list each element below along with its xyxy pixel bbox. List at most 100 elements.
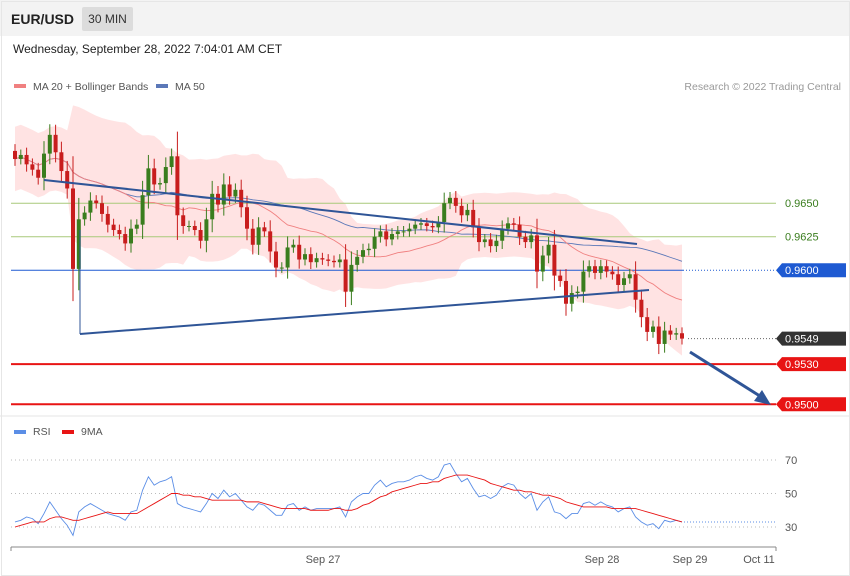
- candle-body: [134, 224, 139, 229]
- candle-body: [297, 244, 302, 260]
- candle-body: [546, 244, 551, 256]
- rsi-ma-line: [14, 474, 683, 528]
- rsi-ma-legend-label: 9MA: [81, 426, 103, 438]
- candle-body: [627, 274, 632, 279]
- candle-body: [140, 195, 145, 225]
- candle-body: [361, 250, 365, 257]
- candle-body: [419, 223, 423, 225]
- ma50-legend-label: MA 50: [175, 81, 205, 93]
- candle-body: [506, 223, 510, 229]
- candle-body: [401, 231, 406, 233]
- symbol-label: EUR/USD: [11, 11, 75, 27]
- candle-body: [326, 259, 331, 261]
- candle-body: [152, 168, 157, 185]
- candle-body: [355, 256, 360, 265]
- x-label-Sep-28: Sep 28: [585, 554, 620, 566]
- candle-body: [366, 248, 371, 251]
- candle-body: [158, 183, 162, 185]
- candle-body: [105, 213, 110, 225]
- candle-body: [424, 223, 429, 226]
- candle-body: [662, 330, 667, 344]
- candle-body: [413, 224, 418, 229]
- candle-body: [372, 236, 377, 249]
- projection-arrow-shaft: [689, 350, 764, 400]
- candle-body: [448, 197, 452, 204]
- candle-body: [494, 240, 499, 247]
- candle-body: [192, 226, 197, 231]
- level-label-0.9530: 0.9530: [785, 359, 819, 371]
- candle-body: [343, 259, 348, 292]
- candle-body: [337, 259, 342, 263]
- header-bar: [0, 0, 850, 36]
- candle-body: [308, 254, 313, 263]
- candle-body: [36, 169, 41, 178]
- candle-body: [622, 278, 626, 285]
- candle-body: [53, 134, 58, 153]
- candle-body: [117, 230, 122, 235]
- candle-body: [656, 326, 661, 344]
- candle-body: [465, 209, 470, 216]
- candle-body: [187, 226, 191, 227]
- candle-body: [279, 267, 284, 269]
- candle-body: [175, 156, 180, 216]
- candle-body: [581, 271, 586, 292]
- candle-body: [651, 326, 655, 332]
- candle-body: [210, 193, 215, 220]
- candle-body: [239, 189, 244, 208]
- candle-body: [227, 184, 232, 197]
- upper-trendline: [43, 179, 638, 245]
- candle-body: [320, 258, 325, 260]
- level-label-0.9625: 0.9625: [785, 232, 819, 244]
- candle-body: [482, 239, 487, 243]
- rsi-level-label-30: 30: [785, 522, 797, 534]
- x-label-Oct-11: Oct 11: [743, 554, 775, 566]
- level-tag-0.9530: [776, 357, 846, 372]
- candle-body: [123, 234, 128, 244]
- candle-body: [65, 171, 70, 189]
- level-tag-0.9500: [776, 397, 846, 412]
- credit-label: Research © 2022 Trading Central: [684, 81, 841, 93]
- candle-body: [453, 197, 458, 206]
- ma50-legend-swatch: [156, 84, 168, 88]
- candle-body: [477, 227, 481, 243]
- candle-body: [569, 293, 574, 304]
- candle-body: [129, 228, 133, 244]
- candle-body: [111, 224, 116, 231]
- candle-body: [262, 227, 267, 232]
- projection-arrowhead: [754, 390, 771, 405]
- rsi-line: [14, 462, 683, 537]
- candle-body: [30, 164, 35, 170]
- bollinger-band: [15, 105, 682, 356]
- rsi-ma-legend-swatch: [62, 430, 74, 434]
- candle-body: [256, 227, 261, 245]
- rsi-level-label-70: 70: [785, 455, 797, 467]
- candle-body: [395, 231, 400, 235]
- rsi-legend-label: RSI: [33, 426, 51, 438]
- candle-body: [24, 154, 29, 165]
- candle-body: [633, 274, 638, 300]
- candle-body: [680, 333, 684, 339]
- candle-body: [436, 221, 441, 228]
- candle-body: [204, 219, 209, 241]
- candle-body: [535, 235, 539, 272]
- x-label-Sep-27: Sep 27: [306, 554, 341, 566]
- candle-body: [471, 209, 476, 228]
- candle-body: [488, 239, 493, 247]
- candle-body: [500, 228, 505, 241]
- candle-body: [668, 330, 673, 335]
- candle-body: [332, 260, 336, 263]
- candle-body: [163, 167, 168, 184]
- timestamp: Wednesday, September 28, 2022 7:04:01 AM…: [13, 42, 283, 56]
- candle-body: [407, 228, 412, 232]
- candle-body: [523, 236, 528, 243]
- timeframe-badge[interactable]: 30 MIN: [82, 7, 133, 31]
- candle-body: [18, 154, 23, 159]
- candle-body: [291, 244, 296, 248]
- ma20-legend-label: MA 20 + Bollinger Bands: [33, 81, 148, 93]
- candle-body: [42, 153, 46, 178]
- candle-body: [71, 188, 75, 269]
- candle-body: [245, 207, 249, 229]
- candle-body: [274, 251, 278, 268]
- level-label-0.9600: 0.9600: [785, 265, 819, 277]
